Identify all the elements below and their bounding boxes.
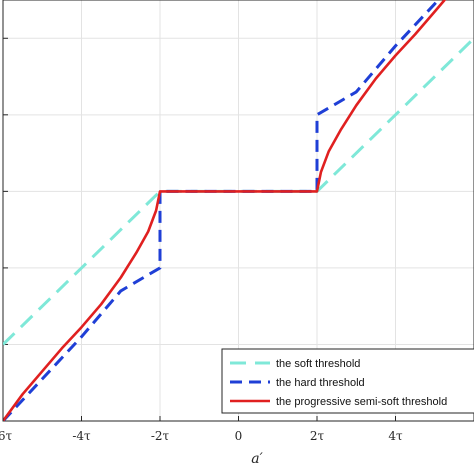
x-tick-label: -2τ bbox=[151, 429, 170, 443]
x-tick-label: 0 bbox=[235, 429, 243, 443]
legend-entry: the soft threshold bbox=[276, 358, 360, 370]
legend-entry: the hard threshold bbox=[276, 377, 365, 389]
legend: the soft threshold the hard threshold the … bbox=[221, 348, 474, 414]
x-tick-label: 4τ bbox=[388, 429, 403, 443]
series-the-progressive-semi-soft-threshold bbox=[3, 0, 447, 421]
legend-box bbox=[221, 348, 474, 414]
x-tick-label: -4τ bbox=[72, 429, 91, 443]
series-the-hard-threshold bbox=[3, 0, 441, 421]
legend-entry: the progressive semi-soft threshold bbox=[276, 396, 447, 408]
x-axis-label: a′ bbox=[251, 451, 263, 467]
x-tick-labels: -6τ -4τ -2τ 0 2τ 4τ bbox=[0, 416, 403, 443]
series-layer bbox=[3, 0, 474, 421]
x-tick-label: 2τ bbox=[310, 429, 325, 443]
x-tick-label: -6τ bbox=[0, 429, 13, 443]
series-the-soft-threshold bbox=[3, 37, 474, 346]
